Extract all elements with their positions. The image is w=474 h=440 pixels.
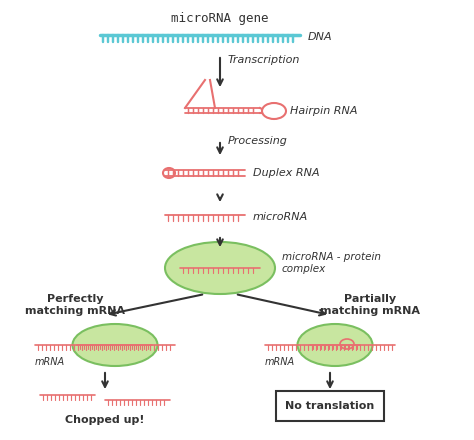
Text: Transcription: Transcription: [228, 55, 301, 65]
Text: microRNA gene: microRNA gene: [171, 11, 269, 25]
Text: Partially
matching mRNA: Partially matching mRNA: [320, 294, 420, 316]
Text: mRNA: mRNA: [35, 357, 65, 367]
Text: Hairpin RNA: Hairpin RNA: [290, 106, 357, 116]
Text: microRNA - protein
complex: microRNA - protein complex: [282, 252, 381, 274]
Text: No translation: No translation: [285, 401, 374, 411]
Text: Duplex RNA: Duplex RNA: [253, 168, 319, 178]
FancyBboxPatch shape: [276, 391, 384, 421]
Ellipse shape: [165, 242, 275, 294]
Ellipse shape: [73, 324, 157, 366]
Text: DNA: DNA: [308, 32, 333, 42]
Text: microRNA: microRNA: [253, 212, 308, 222]
Text: Processing: Processing: [228, 136, 288, 146]
Text: mRNA: mRNA: [265, 357, 295, 367]
Text: Perfectly
matching mRNA: Perfectly matching mRNA: [25, 294, 125, 316]
Text: Chopped up!: Chopped up!: [65, 415, 145, 425]
Ellipse shape: [298, 324, 373, 366]
